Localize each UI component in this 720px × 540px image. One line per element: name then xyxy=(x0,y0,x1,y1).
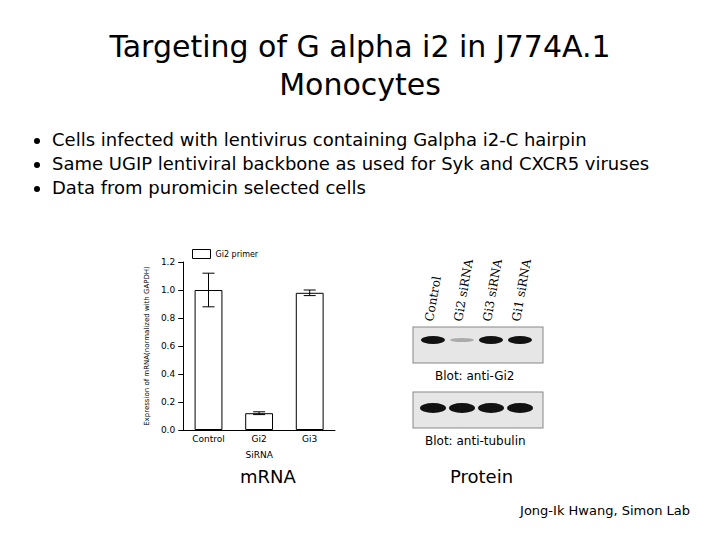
svg-text:0.2: 0.2 xyxy=(161,397,175,407)
html-text:Protein: Protein xyxy=(450,466,514,487)
svg-text:0.8: 0.8 xyxy=(161,313,176,323)
html-text:Jong-Ik Hwang, Simon Lab: Jong-Ik Hwang, Simon Lab xyxy=(520,503,690,518)
svg-text:1.2: 1.2 xyxy=(161,257,175,267)
svg-text:Expression of mRNA(normalized: Expression of mRNA(normalized with GAPDH… xyxy=(143,266,151,426)
svg-text:Blot: anti-tubulin: Blot: anti-tubulin xyxy=(425,434,526,448)
svg-text:0.6: 0.6 xyxy=(161,341,176,351)
svg-text:1.0: 1.0 xyxy=(161,285,176,295)
svg-text:Blot: anti-Gi2: Blot: anti-Gi2 xyxy=(435,369,515,383)
svg-text:0.4: 0.4 xyxy=(161,369,176,379)
svg-text:Gi2: Gi2 xyxy=(252,434,267,444)
html-text:Monocytes: Monocytes xyxy=(279,67,441,102)
svg-text:SiRNA: SiRNA xyxy=(245,450,273,460)
svg-text:Gi3 siRNA: Gi3 siRNA xyxy=(480,258,505,323)
svg-text:Control: Control xyxy=(422,275,444,323)
html-text:Targeting of G alpha i2 in J77: Targeting of G alpha i2 in J774A.1 xyxy=(109,29,611,64)
svg-text:Gi1 siRNA: Gi1 siRNA xyxy=(509,258,534,323)
html-text:mRNA: mRNA xyxy=(240,466,296,487)
svg-text:0.0: 0.0 xyxy=(161,425,176,435)
svg-text:Gi2 primer: Gi2 primer xyxy=(216,250,259,259)
svg-text:Control: Control xyxy=(192,434,225,444)
html-text:Cells infected with lentivirus: Cells infected with lentivirus containin… xyxy=(52,129,587,150)
html-text:Data from puromicin selected c: Data from puromicin selected cells xyxy=(52,177,366,198)
html-text:Same UGIP lentiviral backbone: Same UGIP lentiviral backbone as used fo… xyxy=(52,153,650,174)
svg-text:Gi2 siRNA: Gi2 siRNA xyxy=(451,258,476,323)
svg-text:Gi3: Gi3 xyxy=(302,434,317,444)
